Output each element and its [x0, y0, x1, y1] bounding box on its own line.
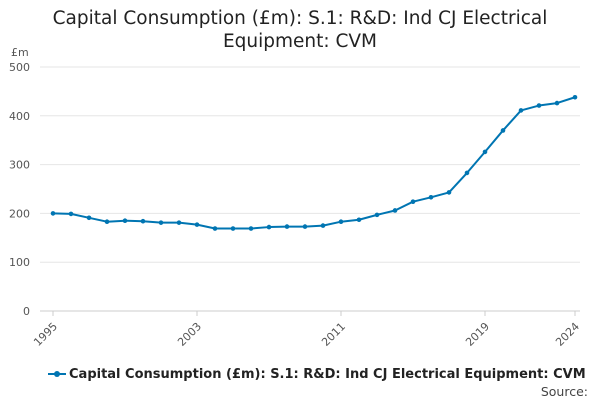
data-point[interactable]: [212, 226, 218, 231]
y-tick-label: 500: [9, 61, 30, 74]
data-point[interactable]: [374, 212, 380, 218]
data-point[interactable]: [356, 217, 362, 223]
y-tick-label: 100: [9, 256, 30, 269]
y-tick-label: 0: [23, 305, 30, 318]
x-tick-label: 2019: [463, 320, 492, 349]
data-point[interactable]: [266, 224, 272, 230]
y-tick-label: 200: [9, 207, 30, 220]
data-point[interactable]: [284, 224, 290, 229]
data-point[interactable]: [248, 226, 254, 231]
data-point[interactable]: [482, 149, 488, 155]
data-point[interactable]: [500, 128, 506, 133]
data-point[interactable]: [104, 219, 110, 224]
data-point[interactable]: [428, 194, 434, 200]
x-tick-label: 1995: [31, 320, 60, 349]
series-line: [52, 96, 576, 230]
data-point[interactable]: [50, 211, 56, 216]
x-tick-label: 2003: [175, 320, 204, 349]
gridlines: [40, 66, 580, 263]
legend[interactable]: Capital Consumption (£m): S.1: R&D: Ind …: [48, 365, 586, 383]
data-point[interactable]: [446, 190, 452, 195]
data-point[interactable]: [86, 215, 92, 221]
data-point[interactable]: [410, 199, 416, 204]
data-point[interactable]: [572, 94, 578, 100]
data-point[interactable]: [338, 219, 344, 224]
x-tick-label: 2024: [553, 320, 582, 349]
data-point[interactable]: [140, 218, 146, 224]
y-unit-label: £m: [11, 46, 29, 59]
data-point[interactable]: [554, 100, 560, 106]
legend-label: Capital Consumption (£m): S.1: R&D: Ind …: [69, 366, 586, 382]
data-point[interactable]: [392, 208, 398, 213]
axes: 0 100 200 300 400 500 1995 2003 2011 2019 2024: [9, 61, 582, 349]
data-point[interactable]: [302, 224, 308, 229]
series: [50, 94, 578, 231]
data-point[interactable]: [464, 170, 470, 176]
y-tick-label: 400: [9, 110, 30, 123]
data-point[interactable]: [122, 218, 128, 224]
data-point[interactable]: [68, 211, 74, 217]
data-point[interactable]: [518, 108, 524, 113]
y-tick-label: 300: [9, 159, 30, 172]
data-point[interactable]: [230, 226, 236, 231]
data-point[interactable]: [176, 220, 182, 225]
data-point[interactable]: [536, 103, 542, 108]
data-point[interactable]: [320, 223, 326, 228]
chart-title: Capital Consumption (£m): S.1: R&D: Ind …: [52, 8, 548, 52]
source-label: Source:: [540, 384, 588, 399]
legend-line-marker-icon: [48, 371, 66, 377]
data-point[interactable]: [158, 220, 164, 225]
x-tick-label: 2011: [319, 320, 348, 349]
data-point[interactable]: [194, 222, 200, 227]
